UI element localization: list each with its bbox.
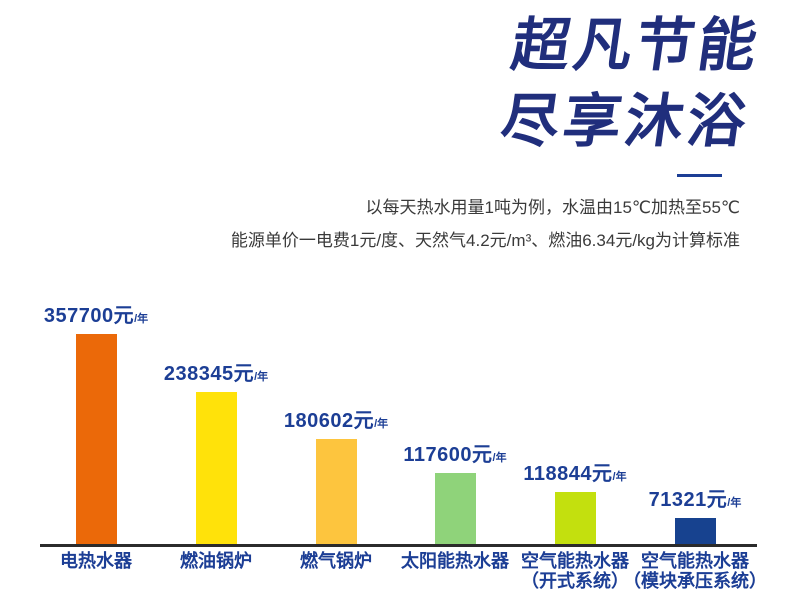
bar-category-label: 燃油锅炉 <box>180 551 252 571</box>
bar <box>674 518 716 544</box>
bar-category-label: 空气能热水器 （开式系统） <box>521 551 629 591</box>
bar <box>195 392 237 544</box>
bar-value-label: 357700元/年 <box>43 305 149 327</box>
bar-category-label: 电热水器 <box>60 551 132 571</box>
bar-value-label: 180602元/年 <box>283 410 389 432</box>
bar-value-label: 117600元/年 <box>403 444 507 466</box>
subtitle-line1: 以每天热水用量1吨为例，水温由15℃加热至55℃ <box>365 198 740 217</box>
subtitle-line2: 能源单价一电费1元/度、天然气4.2元/m³、燃油6.34元/kg为计算标准 <box>230 231 740 250</box>
bar <box>554 492 596 544</box>
bar <box>434 473 476 544</box>
x-axis-line <box>40 544 757 547</box>
bar-value-label: 238345元/年 <box>163 363 269 385</box>
bar <box>315 439 357 544</box>
title-underline <box>677 174 722 177</box>
bar-value-label: 118844元/年 <box>523 463 627 485</box>
bar-category-label: 燃气锅炉 <box>300 551 372 571</box>
bar-category-label: 太阳能热水器 <box>401 551 509 571</box>
subtitle: 以每天热水用量1吨为例，水温由15℃加热至55℃ 能源单价一电费1元/度、天然气… <box>231 191 740 257</box>
bar-value-label: 71321元/年 <box>648 489 742 511</box>
bar-category-label: 空气能热水器 （模块承压系统） <box>623 551 767 591</box>
bar <box>75 334 117 544</box>
